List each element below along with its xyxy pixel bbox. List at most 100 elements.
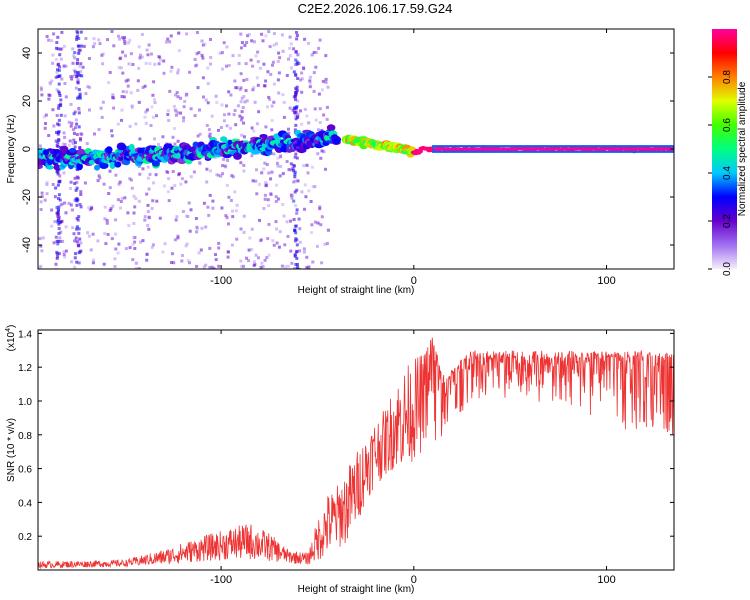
page-title: C2E2.2026.106.17.59.G24 [297, 1, 453, 16]
spectrogram-noise-cell [206, 101, 210, 105]
spectrogram-noise-cell [206, 82, 210, 86]
spectrogram-noise-cell [176, 234, 180, 238]
spectrogram-noise-cell [87, 57, 91, 60]
spectrogram-noise-cell [133, 247, 137, 250]
spectrogram-noise-cell [318, 121, 322, 124]
spectrogram-noise-cell [54, 139, 58, 143]
spectrogram-noise-cell [257, 256, 260, 260]
spectrogram-noise-cell [281, 172, 285, 176]
spectrogram-streak-cell [56, 68, 59, 72]
spectrogram-noise-cell [206, 205, 210, 209]
spectrogram-noise-cell [119, 206, 122, 210]
snr-xlabel: Height of straight line (km) [298, 584, 415, 595]
spectrogram-cell [88, 159, 96, 165]
spectrogram-noise-cell [141, 239, 145, 243]
spectrogram-noise-cell [129, 52, 133, 56]
spectrogram-cell [46, 165, 54, 170]
spectrogram-noise-cell [271, 60, 275, 64]
colorbar-tick-label: 0.0 [722, 262, 733, 276]
spectrogram-noise-cell [78, 202, 82, 206]
spectrogram-noise-cell [216, 173, 220, 177]
snr-ylabel: SNR (10 * v/v) [6, 418, 17, 482]
snr-xtick-label: 100 [597, 574, 615, 586]
spectrogram-noise-cell [91, 261, 95, 265]
colorbar-ticks: 0.0 0.2 0.4 0.6 0.8 [708, 70, 733, 276]
spectrogram-streak-cell [292, 70, 296, 74]
spectrogram-noise-cell [203, 42, 207, 46]
spectrogram-noise-cell [139, 240, 143, 244]
spectrogram-noise-cell [181, 210, 185, 213]
spectrogram-noise-cell [120, 108, 124, 112]
snr-ytick-label: 1.0 [18, 397, 32, 408]
spectrogram-streak-cell [294, 98, 297, 102]
spectrogram-streak-cell [295, 34, 299, 37]
spectrogram-noise-cell [197, 51, 201, 55]
spectrogram-noise-cell [242, 169, 246, 173]
spectrogram-noise-cell [277, 245, 281, 249]
spectrogram-noise-cell [136, 79, 140, 83]
spectrogram-noise-cell [275, 42, 278, 46]
spectrogram-noise-cell [88, 85, 92, 89]
spectrogram-noise-cell [238, 114, 242, 118]
spectrogram-streak-cell [297, 62, 301, 65]
spectrogram-noise-cell [114, 232, 118, 236]
spectrogram-noise-cell [317, 128, 320, 132]
spectrogram-noise-cell [69, 102, 73, 106]
spectrogram-cell [333, 137, 340, 145]
spectrogram-noise-cell [324, 167, 327, 171]
spectrogram-noise-cell [242, 264, 246, 268]
spectrogram-streak-cell [57, 217, 60, 221]
spectrogram-noise-cell [270, 119, 274, 122]
spectrogram-noise-cell [307, 189, 311, 193]
spectrogram-noise-cell [225, 183, 229, 187]
spectrogram-noise-cell [50, 224, 54, 228]
spectrogram-noise-cell [262, 167, 266, 171]
spectrogram-streak-cell [56, 219, 60, 222]
spectrogram-noise-cell [70, 208, 74, 212]
spectrogram-streak-cell [292, 199, 296, 203]
spectrogram-noise-cell [286, 264, 290, 268]
spectrogram-noise-cell [205, 180, 209, 184]
spectrogram-streak-cell [295, 85, 299, 89]
spectrogram-noise-cell [137, 267, 141, 269]
spectrogram-noise-cell [96, 179, 100, 183]
spectrogram-noise-cell [245, 256, 248, 260]
spectrogram-noise-cell [182, 105, 186, 109]
spectrogram-noise-cell [206, 66, 210, 70]
spectrogram-ytick-label: 0 [21, 146, 33, 152]
spectrogram-noise-cell [209, 169, 212, 173]
spectrogram-noise-cell [101, 100, 105, 104]
spectrogram-noise-cell [234, 209, 238, 213]
spectrogram-noise-cell [47, 134, 51, 137]
spectrogram-noise-cell [290, 194, 294, 197]
spectrogram-noise-cell [310, 231, 313, 235]
spectrogram-noise-cell [84, 37, 88, 40]
spectrogram-noise-cell [166, 109, 170, 113]
spectrogram-streak-cell [78, 146, 82, 149]
spectrogram-streak-cell [59, 98, 63, 102]
spectrogram-streak-cell [59, 220, 63, 224]
snr-line [38, 337, 674, 570]
spectrogram-noise-cell [279, 165, 283, 169]
spectrogram-noise-cell [242, 121, 246, 125]
spectrogram-noise-cell [121, 71, 125, 75]
spectrogram-streak-cell [54, 46, 58, 50]
spectrogram-noise-cell [307, 121, 311, 125]
spectrogram-noise-cell [103, 205, 107, 209]
spectrogram-noise-cell [162, 59, 166, 63]
spectrogram-noise-cell [40, 195, 44, 198]
spectrogram-noise-cell [146, 210, 150, 214]
spectrogram-noise-cell [149, 124, 153, 127]
spectrogram-noise-cell [207, 213, 211, 217]
spectrogram-noise-cell [72, 54, 76, 58]
spectrogram-noise-cell [45, 35, 49, 38]
spectrogram-noise-cell [116, 198, 120, 202]
spectrogram-streak-cell [78, 92, 82, 96]
spectrogram-panel: -100 0 100 -40 -20 0 20 40 Height of straight l… [6, 28, 675, 296]
spectrogram-noise-cell [205, 167, 209, 171]
spectrogram-noise-cell [108, 71, 112, 74]
spectrogram-noise-cell [217, 264, 221, 268]
spectrogram-noise-cell [205, 124, 209, 127]
spectrogram-noise-cell [157, 143, 160, 147]
snr-ticks: -100 0 100 0.2 0.4 0.6 0.8 1.0 1.2 1.4 [18, 329, 674, 586]
